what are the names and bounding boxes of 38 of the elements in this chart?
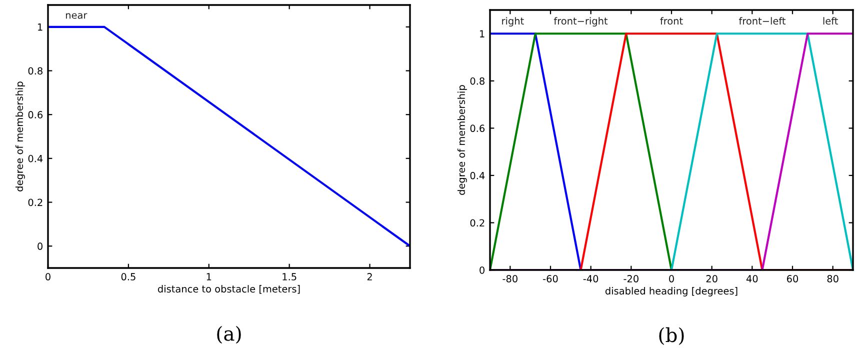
- y-tick-label: 0.8: [470, 77, 484, 85]
- x-axis-title: disabled heading [degrees]: [605, 287, 738, 296]
- y-tick-label: 0.2: [470, 219, 484, 227]
- x-tick-label: 1: [206, 273, 212, 280]
- x-tick-label: -40: [583, 275, 598, 282]
- x-tick-label: -20: [624, 275, 638, 282]
- x-tick-label: -80: [502, 275, 518, 282]
- series-label: left: [823, 17, 838, 25]
- series-label: front−left: [738, 17, 786, 25]
- y-tick-label: 1: [38, 24, 42, 31]
- x-tick-label: 60: [786, 275, 798, 282]
- x-tick-label: 2: [367, 273, 372, 280]
- series-label: front: [660, 17, 683, 25]
- y-tick-label: 0.4: [470, 172, 485, 180]
- x-tick-label: 80: [827, 275, 838, 282]
- x-tick-label: 20: [706, 275, 718, 282]
- y-tick-label: 0.4: [28, 154, 43, 162]
- y-tick-label: 0.6: [470, 124, 485, 132]
- x-axis-title: distance to obstacle [meters]: [158, 285, 300, 294]
- x-tick-label: 0: [46, 273, 50, 280]
- x-tick-label: -60: [543, 275, 558, 282]
- y-axis-title: degree of membership: [15, 82, 25, 192]
- y-tick-label: 0: [480, 266, 484, 274]
- x-tick-label: 0.5: [121, 273, 136, 280]
- series-label: front−right: [554, 17, 608, 27]
- text: (b): [659, 327, 684, 346]
- x-tick-label: 40: [746, 275, 758, 282]
- y-tick-label: 1: [480, 30, 484, 38]
- x-tick-label: 0: [669, 275, 674, 282]
- y-tick-label: 0.6: [28, 111, 43, 118]
- text: (a): [217, 326, 241, 344]
- x-tick-label: 1.5: [282, 273, 296, 280]
- series-label: near: [66, 13, 88, 19]
- y-tick-label: 0: [38, 242, 42, 250]
- series-label: right: [502, 17, 524, 27]
- y-axis-title: degree of membership: [457, 85, 467, 195]
- y-tick-label: 0.8: [28, 67, 42, 75]
- y-tick-label: 0.2: [28, 198, 42, 206]
